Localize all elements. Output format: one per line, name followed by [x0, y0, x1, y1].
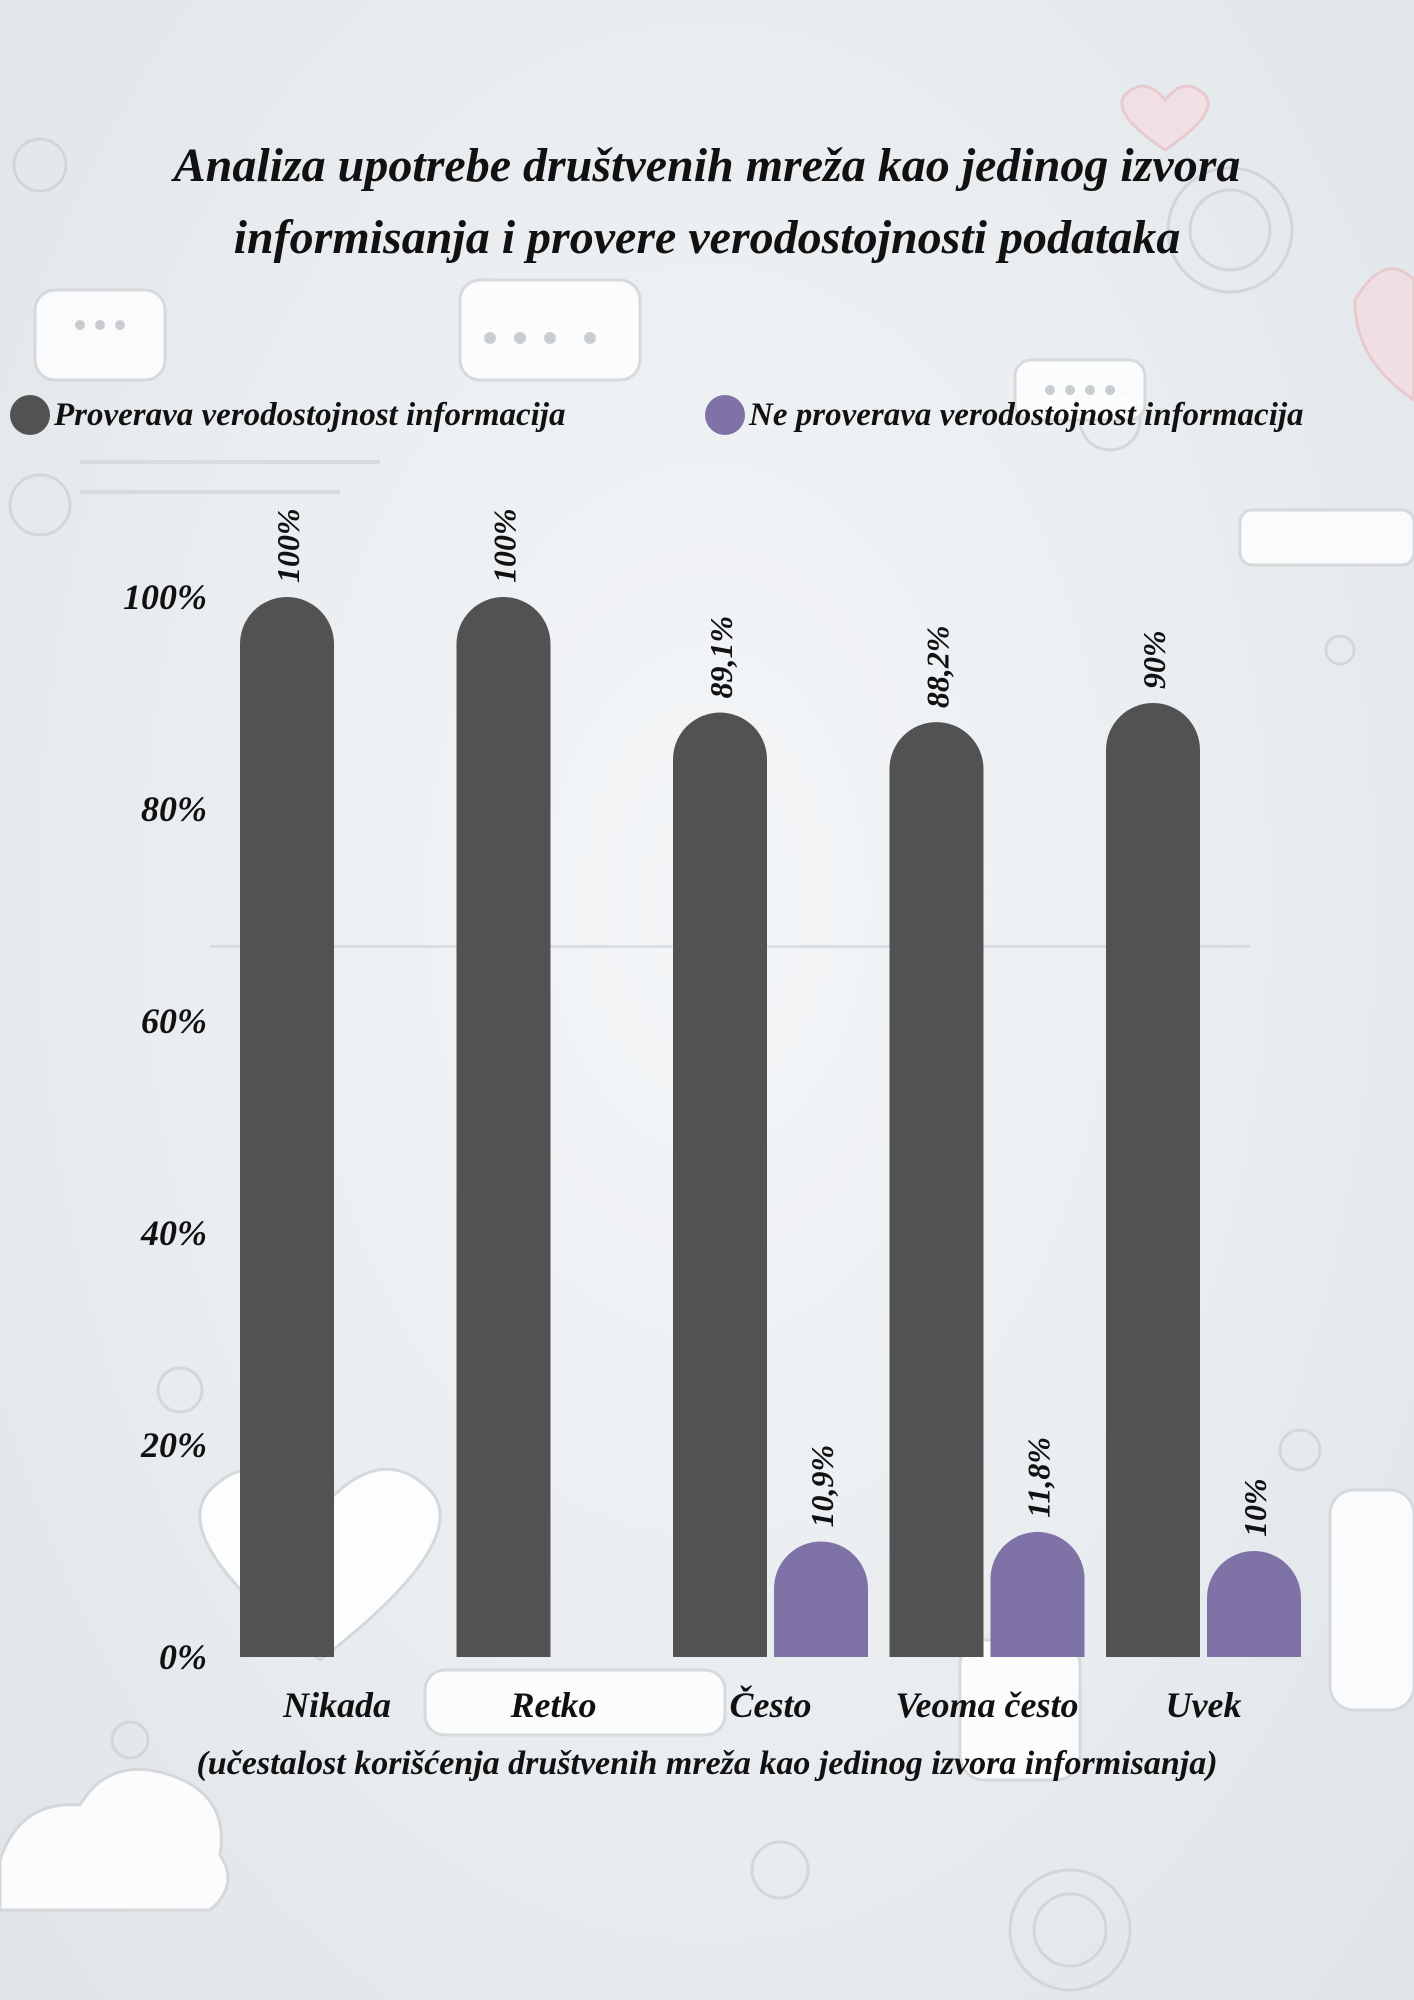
bar-1 — [456, 597, 551, 1657]
bar-1 — [889, 722, 984, 1657]
x-tick-label: Retko — [510, 1685, 597, 1725]
data-label: 88,2% — [920, 625, 956, 708]
legend-label-series-2: Ne proverava verodostojnost informacija — [749, 396, 1304, 433]
data-label: 89,1% — [703, 616, 739, 699]
legend-item-series-1: Proverava verodostojnost informacija — [10, 395, 565, 435]
bar-2 — [1207, 1551, 1301, 1657]
data-label: 100% — [270, 508, 306, 583]
legend-swatch-series-1 — [10, 395, 50, 435]
chart-title-line-2: informisanja i provere verodostojnosti p… — [233, 211, 1181, 264]
legend-swatch-series-2 — [705, 395, 745, 435]
y-tick-label: 40% — [140, 1213, 207, 1253]
bar-1 — [1106, 703, 1200, 1657]
legend-item-series-2: Ne proverava verodostojnost informacija — [705, 395, 1304, 435]
data-label: 100% — [487, 508, 523, 583]
data-label: 11,8% — [1021, 1437, 1057, 1518]
y-tick-label: 20% — [140, 1425, 207, 1465]
x-tick-label: Veoma često — [896, 1685, 1079, 1725]
y-tick-label: 100% — [123, 577, 207, 617]
data-label: 10,9% — [804, 1445, 840, 1528]
bar-1 — [240, 597, 334, 1657]
chart-title-line-1: Analiza upotrebe društvenih mreža kao je… — [173, 139, 1241, 192]
y-tick-label: 80% — [141, 789, 207, 829]
chart-title: Analiza upotrebe društvenih mreža kao je… — [40, 130, 1374, 274]
x-axis-title: (učestalost korišćenja društvenih mreža … — [196, 1745, 1218, 1782]
x-tick-label: Često — [729, 1685, 811, 1725]
bar-2 — [990, 1531, 1085, 1657]
data-label: 90% — [1136, 630, 1172, 689]
chart-legend: Proverava verodostojnost informacija Ne … — [0, 395, 1414, 445]
legend-label-series-1: Proverava verodostojnost informacija — [54, 396, 566, 433]
y-tick-label: 0% — [159, 1637, 207, 1677]
x-tick-label: Uvek — [1166, 1685, 1242, 1725]
bar-1 — [673, 712, 767, 1657]
y-tick-label: 60% — [141, 1001, 207, 1041]
data-label: 10% — [1237, 1478, 1273, 1537]
bar-2 — [774, 1541, 868, 1657]
x-tick-label: Nikada — [282, 1685, 391, 1725]
